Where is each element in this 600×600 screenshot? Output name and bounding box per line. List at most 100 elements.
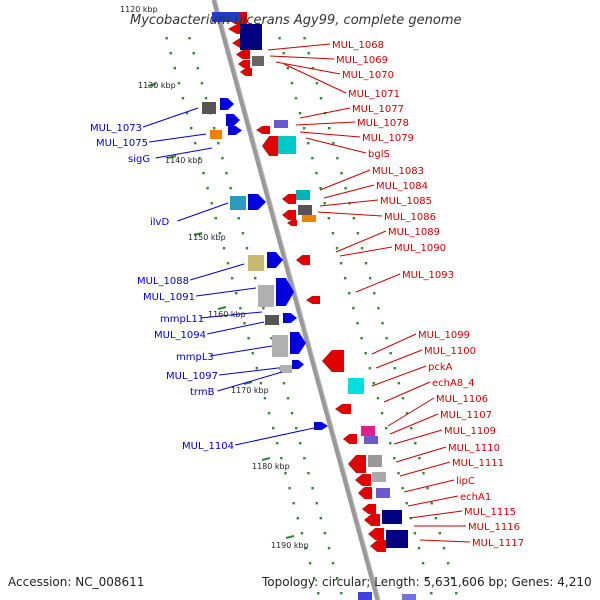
gene-arrow[interactable] xyxy=(348,455,366,473)
gene-arrow[interactable] xyxy=(287,220,297,226)
gene-block[interactable] xyxy=(296,190,310,200)
gene-label[interactable]: MUL_1090 xyxy=(394,243,446,254)
gene-label[interactable]: MUL_1100 xyxy=(424,346,476,357)
gene-label[interactable]: MUL_1071 xyxy=(348,89,400,100)
gene-arrow[interactable] xyxy=(368,528,384,540)
gene-label[interactable]: MUL_1107 xyxy=(440,410,492,421)
gene-label[interactable]: MUL_1079 xyxy=(362,133,414,144)
gene-label[interactable]: MUL_1097 xyxy=(166,371,218,382)
gene-block[interactable] xyxy=(230,196,246,210)
gene-label[interactable]: pckA xyxy=(428,362,453,373)
gene-arrow[interactable] xyxy=(322,350,344,372)
gene-label[interactable]: lipC xyxy=(456,476,475,487)
gene-arrow[interactable] xyxy=(282,194,296,204)
gene-label[interactable]: mmpL11 xyxy=(160,314,204,325)
gene-label[interactable]: MUL_1069 xyxy=(336,55,388,66)
gene-label[interactable]: MUL_1073 xyxy=(90,123,142,134)
gene-block[interactable] xyxy=(240,24,262,50)
gene-label[interactable]: MUL_1111 xyxy=(452,458,504,469)
gene-label[interactable]: MUL_1094 xyxy=(154,330,206,341)
gene-arrow[interactable] xyxy=(236,50,250,59)
gene-label[interactable]: MUL_1116 xyxy=(468,522,520,533)
gene-arrow[interactable] xyxy=(296,255,310,265)
gene-label[interactable]: echA1 xyxy=(460,492,491,503)
gene-label[interactable]: MUL_1089 xyxy=(388,227,440,238)
ruler-dot xyxy=(245,247,249,250)
gene-block[interactable] xyxy=(265,315,279,325)
gene-arrow[interactable] xyxy=(276,278,294,306)
gene-block[interactable] xyxy=(361,426,375,436)
gene-block[interactable] xyxy=(372,472,386,482)
gene-label[interactable]: MUL_1091 xyxy=(143,292,195,303)
gene-arrow[interactable] xyxy=(306,296,320,304)
gene-block[interactable] xyxy=(258,285,274,307)
gene-label[interactable]: MUL_1104 xyxy=(182,441,234,452)
gene-label[interactable]: MUL_1070 xyxy=(342,70,394,81)
gene-block[interactable] xyxy=(210,130,222,139)
gene-arrow[interactable] xyxy=(364,514,380,526)
gene-block[interactable] xyxy=(274,120,288,128)
gene-block[interactable] xyxy=(248,255,264,271)
gene-block[interactable] xyxy=(298,205,312,215)
gene-label[interactable]: MUL_1077 xyxy=(352,104,404,115)
gene-block[interactable] xyxy=(252,56,264,66)
gene-label[interactable]: echA8_4 xyxy=(432,378,475,389)
gene-label[interactable]: MUL_1078 xyxy=(357,118,409,129)
gene-label[interactable]: MUL_1099 xyxy=(418,330,470,341)
gene-arrow[interactable] xyxy=(370,540,386,552)
gene-label[interactable]: MUL_1109 xyxy=(444,426,496,437)
gene-block[interactable] xyxy=(386,530,408,548)
gene-arrow[interactable] xyxy=(343,434,357,444)
gene-arrow[interactable] xyxy=(256,126,270,134)
gene-arrow[interactable] xyxy=(358,487,372,499)
gene-label[interactable]: trmB xyxy=(190,387,215,398)
gene-label[interactable]: MUL_1083 xyxy=(372,166,424,177)
gene-arrow[interactable] xyxy=(314,422,328,430)
gene-arrow[interactable] xyxy=(240,68,252,76)
gene-label[interactable]: MUL_1084 xyxy=(376,181,428,192)
gene-block[interactable] xyxy=(402,594,416,600)
gene-label[interactable]: MUL_1085 xyxy=(380,196,432,207)
gene-arrow[interactable] xyxy=(220,98,234,110)
gene-block[interactable] xyxy=(382,510,402,524)
gene-arrow[interactable] xyxy=(267,252,283,268)
gene-block[interactable] xyxy=(280,365,292,373)
gene-label[interactable]: MUL_1106 xyxy=(436,394,488,405)
gene-arrow[interactable] xyxy=(262,136,278,156)
gene-block[interactable] xyxy=(272,335,288,357)
gene-label[interactable]: MUL_1075 xyxy=(96,138,148,149)
gene-label[interactable]: sigG xyxy=(128,154,150,165)
gene-arrow[interactable] xyxy=(355,474,371,486)
gene-block[interactable] xyxy=(364,436,378,444)
gene-arrow[interactable] xyxy=(292,360,304,369)
leader-line xyxy=(409,510,463,519)
gene-block[interactable] xyxy=(348,378,364,394)
ruler-dot xyxy=(323,202,326,205)
gene-label[interactable]: MUL_1088 xyxy=(137,276,189,287)
gene-label[interactable]: MUL_1110 xyxy=(448,443,500,454)
gene-arrow[interactable] xyxy=(282,210,296,220)
gene-label[interactable]: MUL_1117 xyxy=(472,538,524,549)
gene-label[interactable]: mmpL3 xyxy=(176,352,214,363)
gene-block[interactable] xyxy=(358,592,372,600)
gene-arrow[interactable] xyxy=(362,504,376,514)
gene-block[interactable] xyxy=(376,488,390,498)
gene-arrow[interactable] xyxy=(335,404,351,414)
gene-label[interactable]: MUL_1068 xyxy=(332,40,384,51)
gene-label[interactable]: bglS xyxy=(368,149,390,160)
gene-block[interactable] xyxy=(302,215,316,222)
gene-block[interactable] xyxy=(212,12,240,22)
gene-arrow[interactable] xyxy=(283,313,297,323)
gene-arrow[interactable] xyxy=(290,332,306,354)
gene-label[interactable]: MUL_1115 xyxy=(464,507,516,518)
gene-block[interactable] xyxy=(278,136,296,154)
gene-arrow[interactable] xyxy=(248,194,266,210)
gene-arrow[interactable] xyxy=(228,126,242,135)
gene-label[interactable]: MUL_1093 xyxy=(402,270,454,281)
gene-arrow[interactable] xyxy=(238,60,250,68)
gene-block[interactable] xyxy=(202,102,216,114)
gene-label[interactable]: ilvD xyxy=(150,217,169,228)
gene-arrow[interactable] xyxy=(226,114,240,126)
gene-block[interactable] xyxy=(368,455,382,467)
gene-label[interactable]: MUL_1086 xyxy=(384,212,436,223)
